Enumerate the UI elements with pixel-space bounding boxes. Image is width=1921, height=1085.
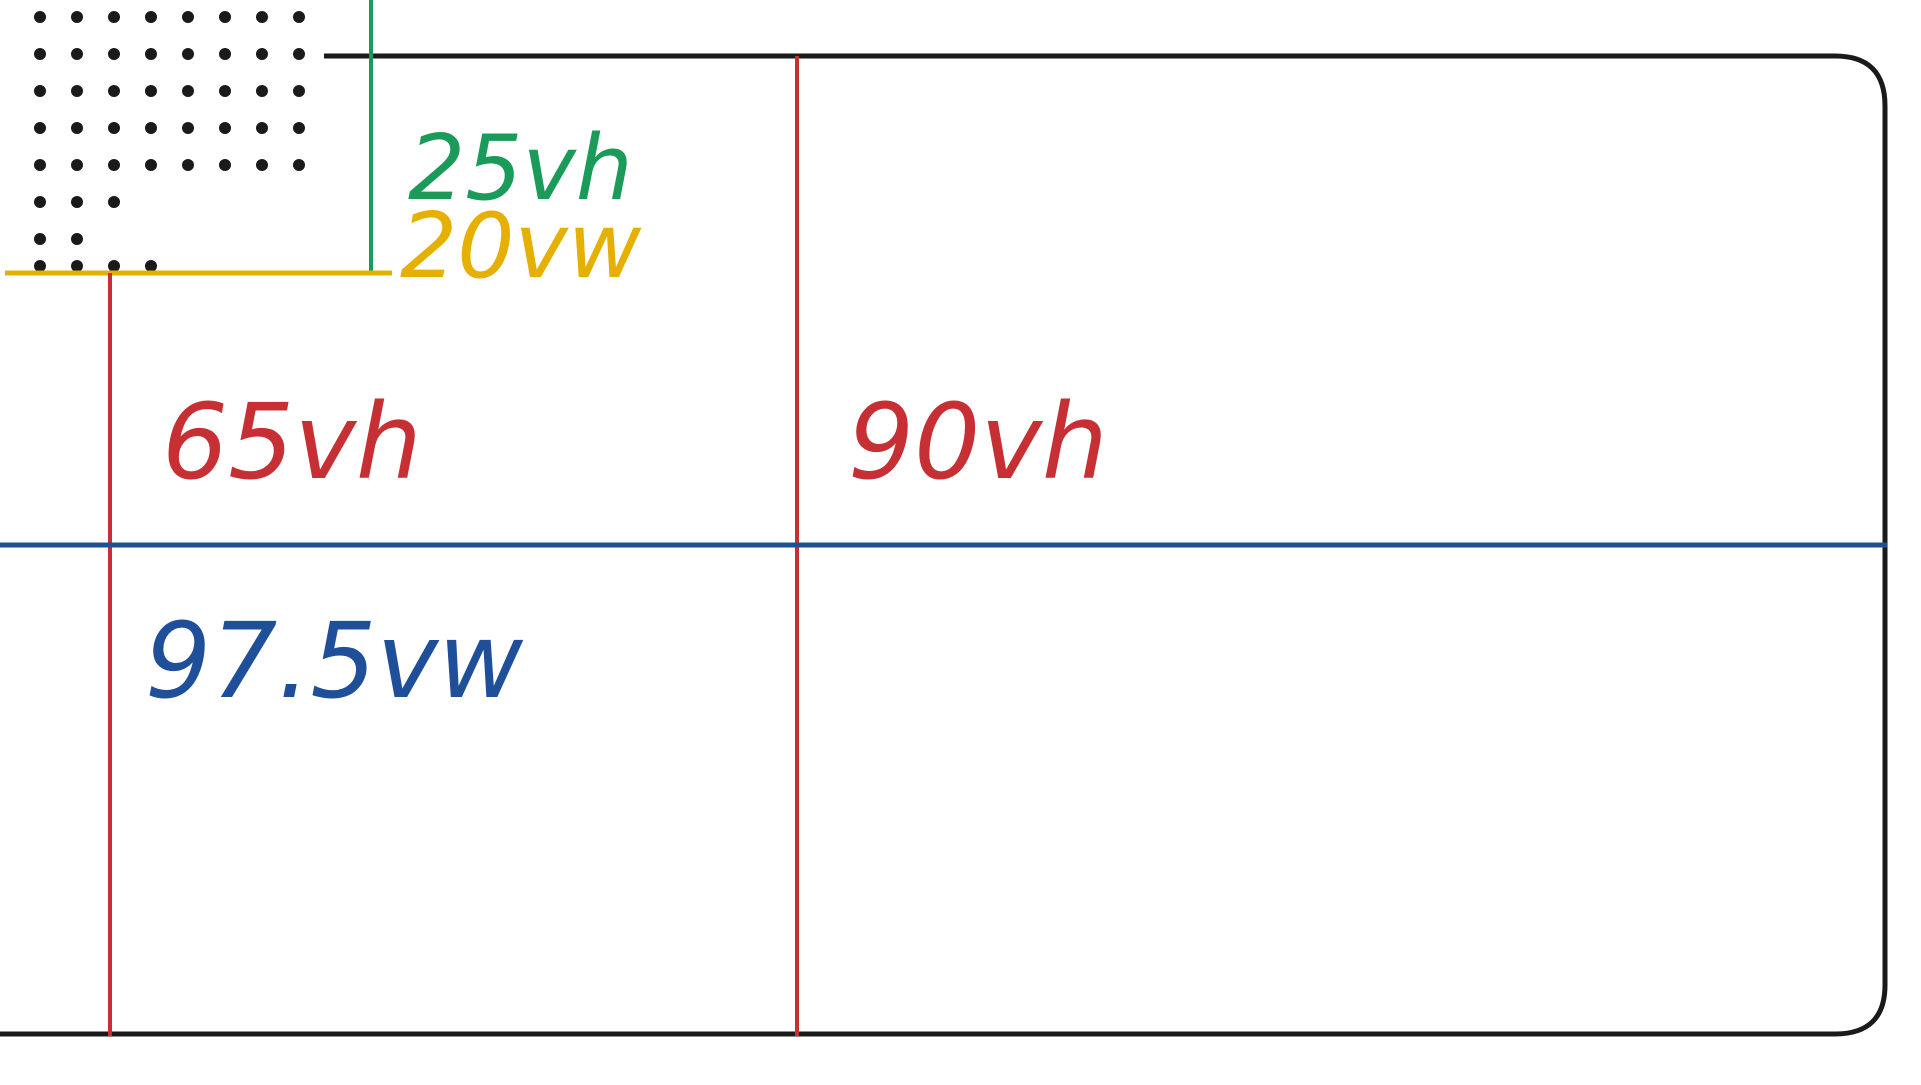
grid-dot bbox=[34, 122, 46, 134]
grid-dot bbox=[108, 85, 120, 97]
grid-dot bbox=[71, 48, 83, 60]
grid-dot bbox=[145, 260, 157, 272]
grid-dot bbox=[34, 233, 46, 245]
grid-dot bbox=[108, 196, 120, 208]
grid-dot bbox=[71, 159, 83, 171]
grid-dot bbox=[34, 159, 46, 171]
grid-dot bbox=[108, 260, 120, 272]
grid-dot bbox=[34, 196, 46, 208]
grid-dot bbox=[145, 11, 157, 23]
dot-grid-pattern bbox=[34, 11, 305, 272]
grid-dot bbox=[256, 122, 268, 134]
grid-dot bbox=[71, 196, 83, 208]
grid-dot bbox=[293, 85, 305, 97]
grid-dot bbox=[145, 159, 157, 171]
grid-dot bbox=[71, 11, 83, 23]
grid-dot bbox=[256, 48, 268, 60]
grid-dot bbox=[219, 122, 231, 134]
grid-dot bbox=[71, 233, 83, 245]
grid-dot bbox=[145, 122, 157, 134]
grid-dot bbox=[108, 11, 120, 23]
grid-dot bbox=[34, 11, 46, 23]
grid-dot bbox=[34, 85, 46, 97]
grid-dot bbox=[71, 122, 83, 134]
grid-dot bbox=[219, 11, 231, 23]
grid-dot bbox=[145, 48, 157, 60]
grid-dot bbox=[182, 48, 194, 60]
grid-dot bbox=[219, 85, 231, 97]
grid-dot bbox=[108, 159, 120, 171]
grid-dot bbox=[71, 260, 83, 272]
grid-dot bbox=[293, 48, 305, 60]
grid-dot bbox=[293, 122, 305, 134]
grid-dot bbox=[219, 159, 231, 171]
grid-dot bbox=[34, 48, 46, 60]
blue-label: 97.5vw bbox=[145, 600, 524, 722]
grid-dot bbox=[256, 85, 268, 97]
grid-dot bbox=[182, 122, 194, 134]
grid-dot bbox=[145, 85, 157, 97]
yellow-label: 20vw bbox=[400, 194, 642, 299]
grid-dot bbox=[219, 48, 231, 60]
grid-dot bbox=[256, 11, 268, 23]
grid-dot bbox=[182, 85, 194, 97]
grid-dot bbox=[34, 260, 46, 272]
grid-dot bbox=[256, 159, 268, 171]
grid-dot bbox=[108, 122, 120, 134]
grid-dot bbox=[108, 48, 120, 60]
green-label: 25vh bbox=[408, 116, 633, 221]
grid-dot bbox=[71, 85, 83, 97]
red-right-label: 90vh bbox=[848, 381, 1108, 503]
red-left-label: 65vh bbox=[162, 381, 422, 503]
grid-dot bbox=[182, 159, 194, 171]
grid-dot bbox=[293, 11, 305, 23]
grid-dot bbox=[293, 159, 305, 171]
grid-dot bbox=[182, 11, 194, 23]
